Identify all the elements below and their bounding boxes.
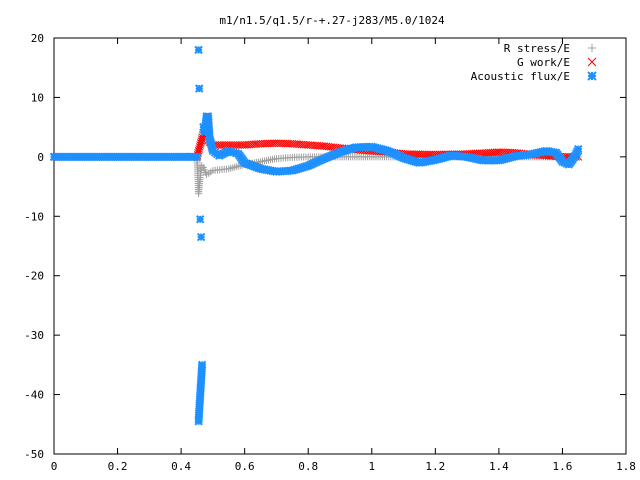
plot-frame (53, 37, 627, 455)
x-tick-label: 0.8 (298, 460, 318, 473)
data-point (195, 215, 205, 224)
x-tick-label: 0.2 (108, 460, 128, 473)
y-tick-label: -10 (24, 210, 44, 223)
data-point (194, 45, 203, 55)
legend-marker (588, 44, 596, 52)
y-tick-label: -20 (24, 270, 44, 283)
series-2 (49, 45, 583, 426)
data-point (192, 152, 202, 162)
x-tick-label: 1.2 (425, 460, 445, 473)
x-tick-label: 1 (368, 460, 375, 473)
x-tick-label: 0 (51, 460, 58, 473)
chart-title: m1/n1.5/q1.5/r-+.27-j283/M5.0/1024 (219, 14, 445, 27)
legend-label: Acoustic flux/E (471, 70, 570, 83)
y-tick-label: -40 (24, 389, 44, 402)
y-tick-label: 10 (31, 91, 44, 104)
y-tick-label: -30 (24, 329, 44, 342)
legend-label: G work/E (517, 56, 570, 69)
axes: 0 0.2 0.4 0.6 0.8 1 1.2 1.4 1.6 1.8 20 10 0 -10 -20 -30… (24, 32, 636, 473)
y-tick-label: -50 (24, 448, 44, 461)
x-tick-label: 1.4 (489, 460, 509, 473)
data-point (574, 144, 583, 154)
legend-marker (587, 71, 597, 81)
data-point (196, 232, 206, 242)
y-tick-label: 20 (31, 32, 44, 45)
data-point (195, 84, 204, 93)
data-point (198, 162, 206, 170)
x-tick-label: 1.6 (553, 460, 573, 473)
y-tick-label: 0 (37, 151, 44, 164)
x-tick-label: 0.6 (235, 460, 255, 473)
legend-marker (587, 57, 597, 67)
x-tick-label: 1.8 (616, 460, 636, 473)
x-tick-label: 0.4 (171, 460, 191, 473)
data-point (194, 417, 203, 426)
legend-label: R stress/E (504, 42, 570, 55)
data-marks (49, 45, 583, 426)
